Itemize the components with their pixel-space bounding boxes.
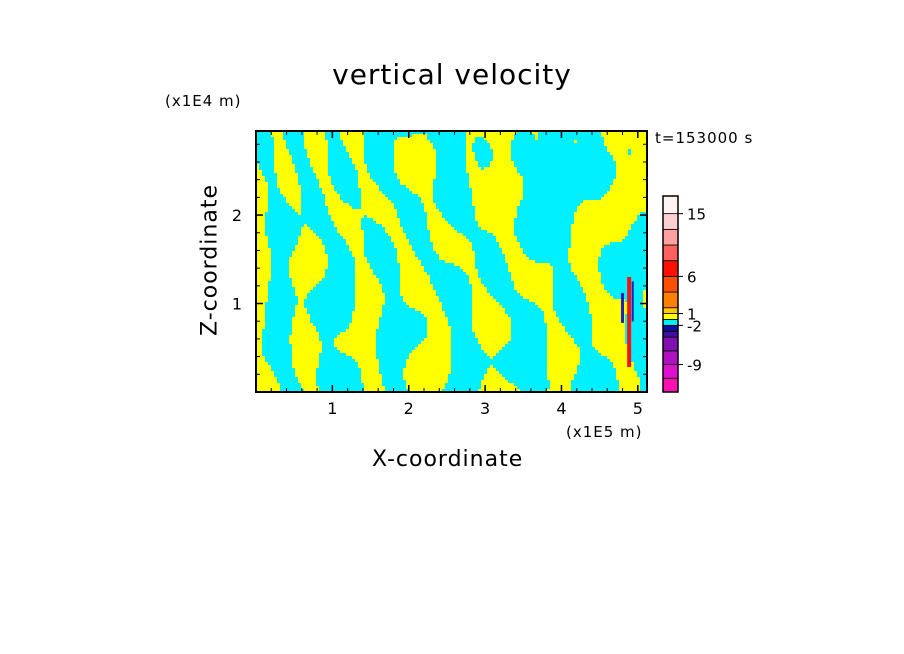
colorbar-swatch [662, 364, 679, 379]
z-axis-scale-label: (x1E4 m) [165, 92, 242, 110]
x-tick-label: 3 [480, 399, 490, 418]
colorbar-swatch [662, 377, 679, 393]
strong-updraft-streak [627, 276, 632, 367]
colorbar-swatch [662, 307, 679, 315]
colorbar-swatch [662, 195, 679, 215]
colorbar-label: -9 [687, 357, 702, 375]
plot-frame [255, 130, 648, 393]
colorbar-swatch [662, 228, 679, 246]
colorbar-swatch [662, 330, 679, 338]
y-tick-label: 1 [232, 295, 242, 314]
x-tick-label: 1 [327, 399, 337, 418]
colorbar-label: 15 [687, 206, 706, 224]
colorbar-swatch [662, 291, 679, 309]
colorbar-label: -2 [687, 317, 702, 335]
strong-downdraft-streak [621, 292, 625, 323]
strong-downdraft-streak [631, 281, 634, 322]
axis-ticks: 1 2 3 4 5 1 2 [232, 131, 647, 418]
colorbar-swatch [662, 313, 679, 320]
colorbar-swatch [662, 324, 679, 332]
colorbar-border [662, 195, 679, 393]
x-axis-label: X-coordinate [372, 447, 524, 472]
positive-velocity-region [256, 131, 647, 392]
colorbar-swatch [662, 275, 679, 293]
colorbar: -9 -21 6 15 [662, 195, 706, 393]
velocity-field [256, 131, 647, 392]
colorbar-swatch [662, 213, 679, 230]
chart-title: vertical velocity [332, 58, 572, 91]
colorbar-swatch [662, 350, 679, 365]
colorbar-swatch [662, 244, 679, 262]
plot-border [255, 130, 648, 393]
time-label: t=153000 s [655, 129, 754, 147]
x-axis-scale-label: (x1E5 m) [566, 423, 643, 441]
colorbar-label: 6 [687, 268, 697, 286]
colorbar-swatch [662, 260, 679, 277]
colorbar-swatch [662, 336, 679, 352]
x-tick-label: 2 [404, 399, 414, 418]
x-tick-label: 4 [556, 399, 566, 418]
y-tick-label: 2 [232, 206, 242, 225]
colorbar-swatch [662, 319, 679, 326]
x-tick-label: 5 [633, 399, 643, 418]
colorbar-label: 1 [687, 306, 697, 324]
